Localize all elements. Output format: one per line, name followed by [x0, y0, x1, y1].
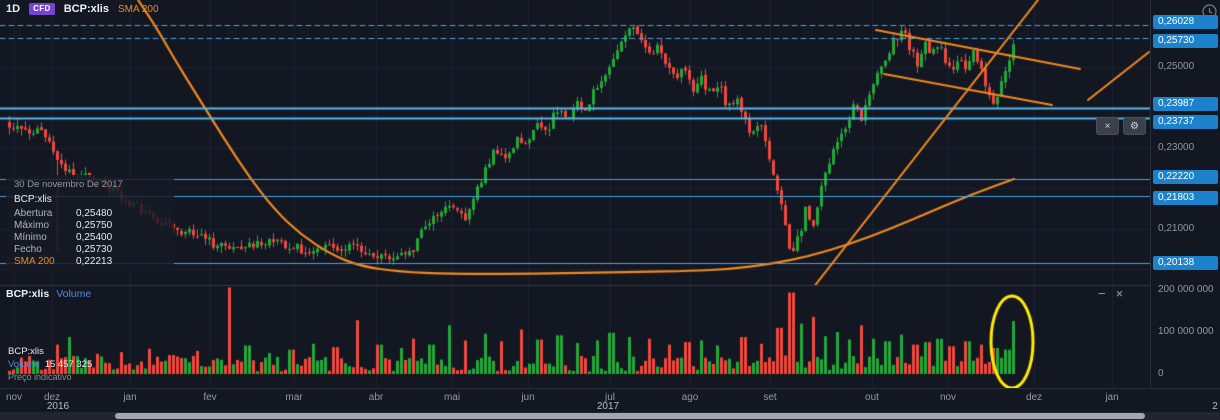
data-window-row-label: Fecho [14, 244, 42, 255]
volume-tick-label: 100 000 000 [1158, 326, 1214, 337]
month-label: dez [43, 392, 61, 403]
month-label: mai [443, 392, 461, 403]
month-label: nov [5, 392, 23, 403]
data-window-row-value: 0,25400 [76, 232, 113, 243]
data-window-row-label: SMA 200 [14, 256, 55, 267]
drawing-toolbar: × ⚙ [1096, 117, 1146, 135]
timeframe-button[interactable]: 1D [6, 3, 21, 15]
data-window-row-label: Mínimo [14, 232, 47, 243]
price-tick-label: 0,21000 [1158, 222, 1195, 234]
cfd-badge: CFD [29, 3, 55, 15]
year-label: 2016 [46, 401, 70, 412]
price-tag: 0,22220 [1153, 170, 1218, 185]
month-label: jul [604, 392, 616, 403]
sma-indicator-label[interactable]: SMA 200 [117, 3, 159, 15]
symbol-label[interactable]: BCP:xlis [63, 3, 109, 15]
data-window-rows: Abertura 0,25480 Máximo 0,25750 Mínimo 0,2540… [14, 208, 166, 268]
volume-value: 15 457 325 [44, 359, 93, 370]
month-label: jan [1105, 392, 1119, 403]
price-tag: 0,25730 [1153, 33, 1218, 48]
price-tick-label: 0,25000 [1158, 61, 1195, 72]
remove-drawing-button[interactable]: × [1096, 117, 1119, 135]
price-tag: 0,23987 [1153, 96, 1218, 111]
price-tag: 0,23737 [1153, 115, 1218, 130]
indicative-price-note: Preço indicativo [8, 372, 72, 382]
month-label: abr [368, 392, 384, 403]
month-label: jan [123, 392, 137, 403]
data-window-symbol: BCP:xlis [14, 194, 52, 205]
ohlc-data-window: 30 De novembro De 2017 BCP:xlis Abertura… [6, 175, 174, 274]
horizontal-scrollbar [0, 412, 1220, 420]
volume-pane-symbol[interactable]: BCP:xlis [6, 288, 50, 300]
time-axis[interactable]: nov dez jan fev mar abr mai jun jul ago set out nov d… [0, 388, 1220, 413]
data-window-row-label: Abertura [14, 208, 53, 219]
price-tick-label: 0,23000 [1158, 141, 1195, 153]
month-label: ago [681, 392, 699, 403]
data-window-row: Máximo 0,25750 [14, 220, 166, 232]
price-tag: 0,26028 [1153, 15, 1218, 30]
month-label: dez [1025, 392, 1043, 403]
data-window-row-value: 0,25480 [76, 208, 113, 219]
price-tag: 0,20138 [1153, 256, 1218, 271]
volume-tick-label: 200 000 000 [1158, 284, 1214, 295]
horizontal-scrollbar-thumb[interactable] [115, 413, 1145, 419]
volume-pane-buttons: − × [1098, 287, 1123, 300]
data-window-row: SMA 200 0,22213 [14, 256, 166, 268]
close-pane-icon[interactable]: × [1115, 286, 1124, 301]
month-label: set [763, 392, 777, 403]
year-label: 2017 [596, 401, 620, 412]
month-label: out [865, 392, 879, 403]
data-window-row: Abertura 0,25480 [14, 208, 166, 220]
month-label: nov [939, 392, 957, 403]
price-tag: 0,21803 [1153, 191, 1218, 206]
data-window-row-value: 0,22213 [76, 256, 113, 267]
chart-legend: 1D CFD BCP:xlis SMA 200 [6, 3, 159, 15]
data-window-row-value: 0,25730 [76, 244, 113, 255]
price-axis[interactable]: 0,26028 0,25730 0,23987 0,23737 0,22220 0,218… [1150, 0, 1220, 388]
data-window-row: Mínimo 0,25400 [14, 232, 166, 244]
data-window-row: Fecho 0,25730 [14, 244, 166, 256]
volume-pane-indicator[interactable]: Volume [56, 288, 92, 300]
data-window-row-value: 0,25750 [76, 220, 113, 231]
volume-window-symbol: BCP:xlis [8, 346, 44, 357]
drawing-settings-button[interactable]: ⚙ [1123, 117, 1146, 135]
month-label: mar [285, 392, 303, 403]
year-label: 2 [1212, 401, 1218, 412]
data-window-date: 30 De novembro De 2017 [14, 179, 123, 190]
volume-label: Volume [8, 359, 40, 370]
month-label: jun [521, 392, 535, 403]
minimize-pane-icon[interactable]: − [1098, 286, 1106, 301]
volume-tick-label: 0 [1158, 368, 1164, 379]
volume-data-window: BCP:xlis Volume 15 457 325 Preço indicati… [8, 345, 92, 384]
volume-pane-legend: BCP:xlis Volume [6, 288, 91, 300]
volume-value-row: Volume 15 457 325 [8, 358, 92, 371]
data-window-row-label: Máximo [14, 220, 50, 231]
month-label: fev [203, 392, 217, 403]
